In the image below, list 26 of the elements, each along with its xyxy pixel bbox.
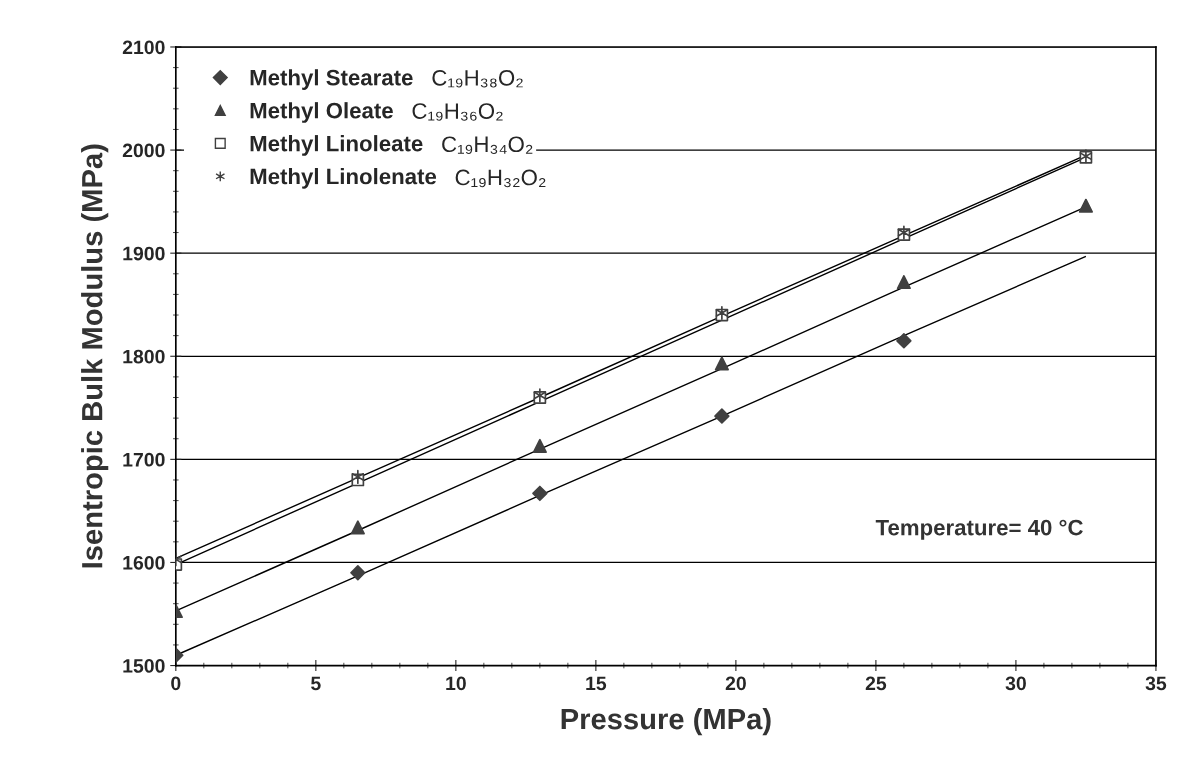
y-axis-title: Isentropic Bulk Modulus (MPa) (81, 144, 109, 568)
y-tick-label: 1700 (123, 452, 165, 467)
annotation: C₁₉H₃₆O₂ (412, 103, 503, 121)
y-tick-label: 1600 (123, 555, 165, 570)
legend-label: Methyl Linolenate (250, 168, 437, 189)
x-tick-label: 35 (1145, 676, 1167, 691)
x-tick-label: 30 (1005, 676, 1026, 691)
x-tick-label: 5 (311, 676, 321, 691)
x-tick-label: 10 (446, 676, 466, 691)
y-tick-label: 1900 (123, 246, 165, 261)
y-tick-label: 2000 (122, 143, 165, 158)
annotation: C₁₉H₃₄O₂ (442, 136, 533, 154)
x-tick-label: 15 (586, 676, 607, 691)
annotation: Temperature= 40 °C (875, 519, 1083, 540)
x-tick-label: 20 (725, 676, 746, 691)
y-tick-label: 2100 (122, 40, 165, 55)
x-tick-label: 0 (171, 676, 181, 691)
legend-label: Methyl Oleate (250, 102, 393, 123)
y-tick-label: 1500 (123, 659, 165, 673)
legend-label: Methyl Stearate (250, 69, 413, 90)
annotation: C₁₉H₃₂O₂ (455, 169, 546, 188)
x-axis-title: Pressure (MPa) (561, 707, 771, 736)
annotation: C₁₉H₃₈O₂ (432, 69, 523, 88)
legend-label: Methyl Linoleate (250, 135, 423, 156)
x-tick-label: 25 (865, 676, 887, 691)
y-tick-label: 1800 (123, 349, 165, 364)
